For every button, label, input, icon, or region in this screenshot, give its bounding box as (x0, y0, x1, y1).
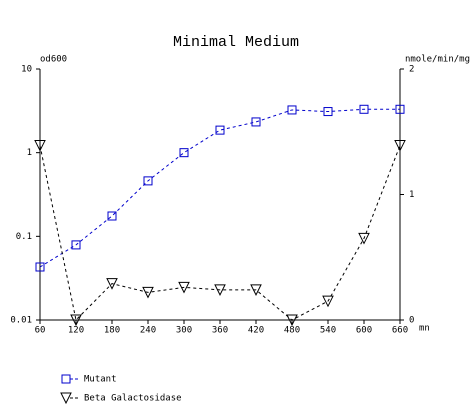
y2-axis-label: nmole/min/mg (405, 55, 470, 65)
x-tick-label: 60 (35, 326, 46, 336)
x-tick-label: 660 (392, 326, 408, 336)
y-tick-label: 0.1 (16, 232, 32, 242)
x-tick-label: 180 (104, 326, 120, 336)
legend-marker (60, 392, 72, 405)
marker (35, 262, 45, 272)
marker (70, 314, 82, 327)
x-axis-label: mn (419, 324, 430, 334)
series-line (39, 145, 401, 322)
marker (394, 140, 406, 152)
y2-tick-label: 2 (409, 65, 414, 75)
marker (322, 295, 334, 308)
y2-tick-label: 1 (409, 190, 414, 200)
series-line (39, 108, 400, 268)
x-tick-label: 420 (248, 326, 264, 336)
x-tick-label: 540 (320, 326, 336, 336)
x-tick-label: 120 (68, 326, 84, 336)
marker (107, 211, 117, 221)
x-tick-label: 300 (176, 326, 192, 336)
marker (142, 286, 154, 299)
x-tick-label: 240 (140, 326, 156, 336)
y-tick-label: 1 (27, 148, 32, 158)
marker (143, 176, 153, 186)
marker (214, 284, 226, 296)
marker (359, 104, 369, 114)
legend-label: Mutant (84, 375, 117, 385)
x-tick-label: 600 (356, 326, 372, 336)
y-tick-label: 0.01 (10, 316, 32, 326)
y-axis-label: od600 (40, 55, 67, 65)
legend-label: Beta Galactosidase (84, 394, 182, 404)
marker (215, 125, 225, 135)
x-tick-label: 480 (284, 326, 300, 336)
chart-title: Minimal Medium (173, 34, 299, 51)
marker (178, 281, 190, 294)
marker (287, 105, 297, 115)
x-tick-label: 360 (212, 326, 228, 336)
marker (34, 140, 46, 152)
marker (179, 148, 189, 158)
marker (323, 107, 333, 117)
y-tick-label: 10 (21, 65, 32, 75)
y2-tick-label: 0 (409, 316, 414, 326)
marker (286, 314, 298, 327)
marker (395, 104, 405, 114)
marker (358, 232, 370, 245)
marker (71, 240, 81, 250)
marker (106, 278, 118, 290)
marker (250, 284, 262, 296)
marker (251, 117, 261, 127)
